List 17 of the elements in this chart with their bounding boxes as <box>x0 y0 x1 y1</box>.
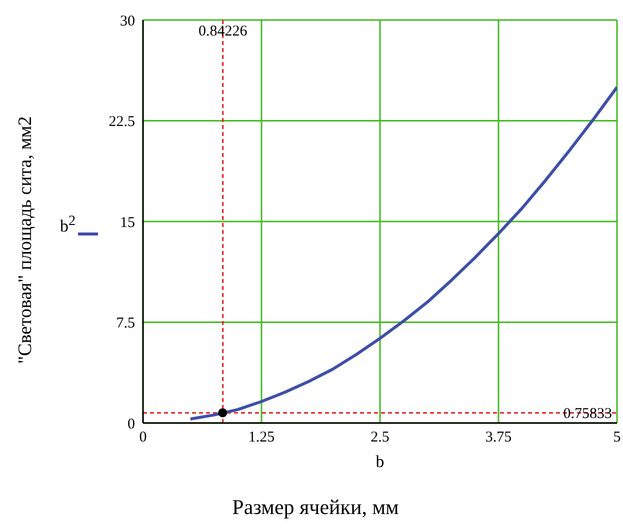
y-tick-label: 0 <box>128 416 135 432</box>
line-series <box>188 86 617 420</box>
text: Размер ячейки, мм <box>231 495 400 520</box>
y-tick-label: 15 <box>120 214 135 231</box>
y-tick-label: 30 <box>120 13 135 30</box>
x-axis-title: b <box>374 452 386 472</box>
y-tick-label: 7.5 <box>116 316 135 332</box>
y-axis-title: "Световая" площадь сита, мм2 <box>15 116 37 364</box>
x-tick-label: 3.75 <box>485 430 512 446</box>
x-tick-label: 2.5 <box>370 430 390 446</box>
x-tick-label: 5 <box>613 430 621 446</box>
y-tick-label: 22.5 <box>108 114 135 130</box>
ref-line-label: 0.84226 <box>198 24 248 40</box>
legend-label: b$^{2}$ <box>60 213 76 237</box>
x-tick-label: 1.25 <box>248 430 275 446</box>
x-tick-label: 0 <box>139 430 147 446</box>
ref-line-label: 0.75833 <box>563 406 612 422</box>
